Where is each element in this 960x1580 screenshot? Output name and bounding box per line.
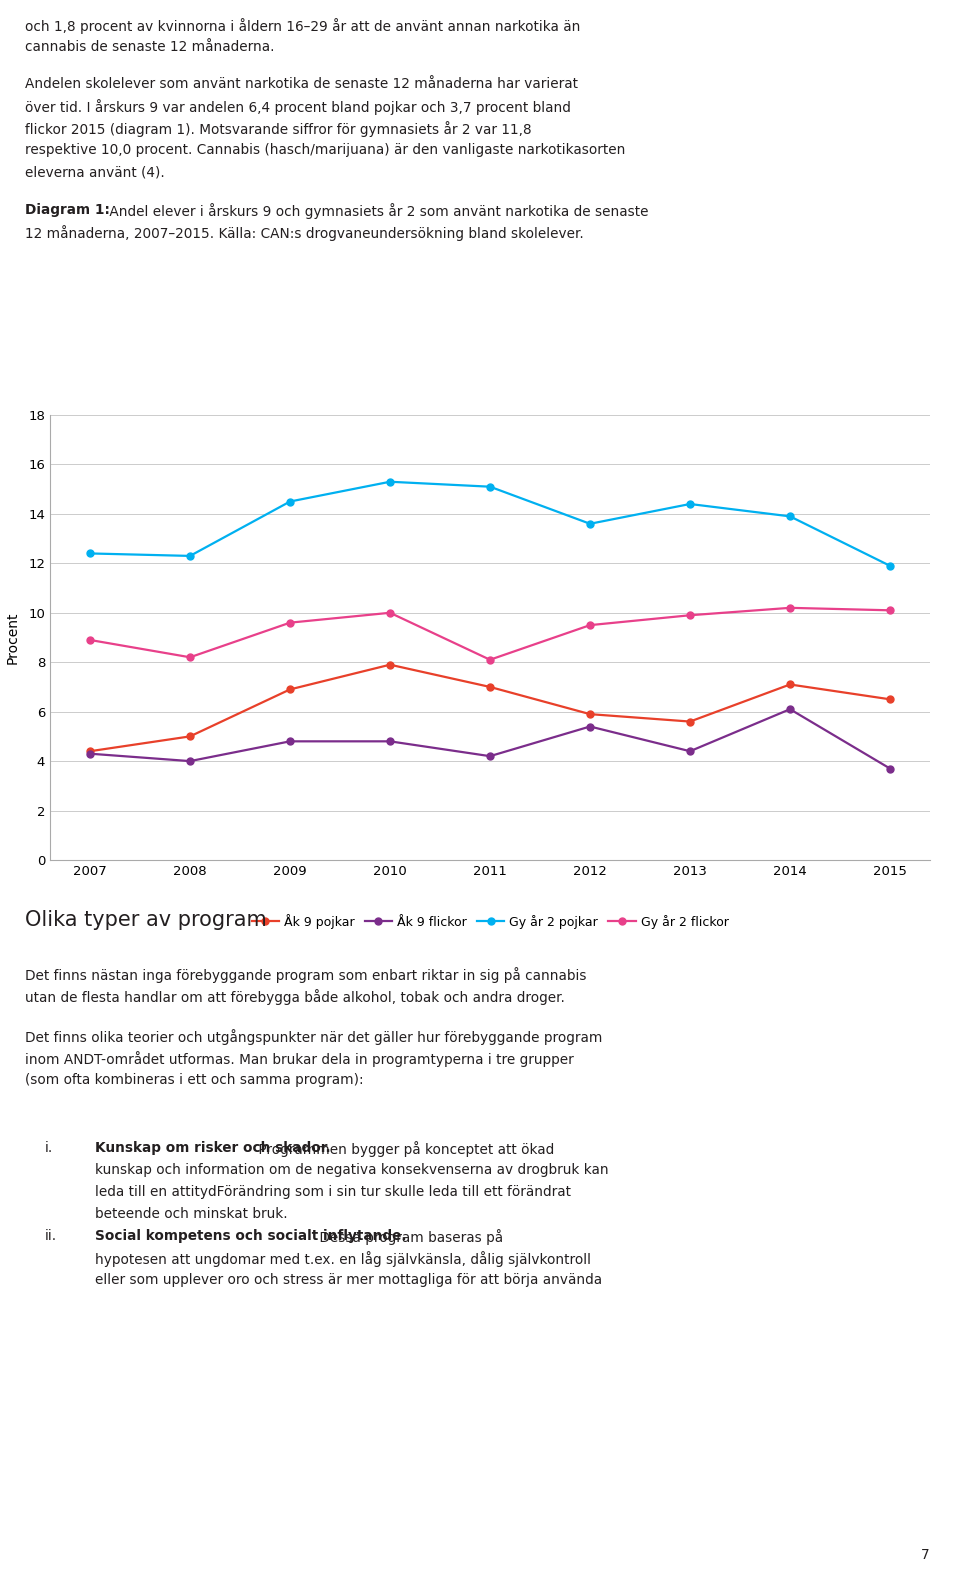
Åk 9 flickor: [784, 700, 796, 719]
Åk 9 pojkar: [684, 713, 696, 732]
Text: Andelen skolelever som använt narkotika de senaste 12 månaderna har varierat: Andelen skolelever som använt narkotika …: [25, 77, 578, 92]
Gy år 2 pojkar: [884, 556, 896, 575]
Åk 9 pojkar: [884, 690, 896, 709]
Text: i.: i.: [45, 1141, 53, 1155]
Text: hypotesen att ungdomar med t.ex. en låg självkänsla, dålig självkontroll: hypotesen att ungdomar med t.ex. en låg …: [95, 1251, 591, 1267]
Gy år 2 pojkar: [384, 472, 396, 491]
Text: 12 månaderna, 2007–2015. Källa: CAN:s drogvaneundersökning bland skolelever.: 12 månaderna, 2007–2015. Källa: CAN:s dr…: [25, 224, 584, 240]
Text: 7: 7: [922, 1548, 930, 1563]
Åk 9 flickor: [884, 758, 896, 777]
Text: inom ANDT-området utformas. Man brukar dela in programtyperna i tre grupper: inom ANDT-området utformas. Man brukar d…: [25, 1051, 574, 1066]
Text: kunskap och information om de negativa konsekvenserna av drogbruk kan: kunskap och information om de negativa k…: [95, 1163, 609, 1177]
Text: leda till en attitydFörändring som i sin tur skulle leda till ett förändrat: leda till en attitydFörändring som i sin…: [95, 1185, 571, 1199]
Text: cannabis de senaste 12 månaderna.: cannabis de senaste 12 månaderna.: [25, 40, 275, 54]
Text: (som ofta kombineras i ett och samma program):: (som ofta kombineras i ett och samma pro…: [25, 1073, 364, 1087]
Åk 9 flickor: [384, 732, 396, 750]
Åk 9 pojkar: [284, 679, 296, 698]
Gy år 2 flickor: [184, 648, 196, 667]
Line: Gy år 2 flickor: Gy år 2 flickor: [86, 605, 894, 664]
Åk 9 flickor: [585, 717, 596, 736]
Åk 9 pojkar: [484, 678, 495, 697]
Text: och 1,8 procent av kvinnorna i åldern 16–29 år att de använt annan narkotika än: och 1,8 procent av kvinnorna i åldern 16…: [25, 17, 581, 33]
Text: Det finns nästan inga förebyggande program som enbart riktar in sig på cannabis: Det finns nästan inga förebyggande progr…: [25, 967, 587, 983]
Line: Gy år 2 pojkar: Gy år 2 pojkar: [86, 479, 894, 569]
Text: respektive 10,0 procent. Cannabis (hasch/marijuana) är den vanligaste narkotikas: respektive 10,0 procent. Cannabis (hasch…: [25, 144, 625, 158]
Text: beteende och minskat bruk.: beteende och minskat bruk.: [95, 1207, 288, 1221]
Text: Social kompetens och socialt inflytande.: Social kompetens och socialt inflytande.: [95, 1229, 406, 1243]
Gy år 2 pojkar: [284, 491, 296, 510]
Text: ii.: ii.: [45, 1229, 58, 1243]
Åk 9 flickor: [184, 752, 196, 771]
Gy år 2 flickor: [684, 605, 696, 624]
Text: utan de flesta handlar om att förebygga både alkohol, tobak och andra droger.: utan de flesta handlar om att förebygga …: [25, 989, 564, 1005]
Legend: Åk 9 pojkar, Åk 9 flickor, Gy år 2 pojkar, Gy år 2 flickor: Åk 9 pojkar, Åk 9 flickor, Gy år 2 pojka…: [247, 908, 733, 934]
Åk 9 flickor: [484, 747, 495, 766]
Åk 9 pojkar: [184, 727, 196, 746]
Åk 9 flickor: [284, 732, 296, 750]
Gy år 2 pojkar: [184, 547, 196, 566]
Gy år 2 flickor: [585, 616, 596, 635]
Text: Diagram 1:: Diagram 1:: [25, 202, 109, 216]
Gy år 2 flickor: [384, 604, 396, 623]
Gy år 2 flickor: [884, 600, 896, 619]
Y-axis label: Procent: Procent: [6, 611, 20, 664]
Gy år 2 flickor: [784, 599, 796, 618]
Gy år 2 flickor: [84, 630, 96, 649]
Åk 9 pojkar: [784, 675, 796, 694]
Gy år 2 flickor: [484, 651, 495, 670]
Åk 9 pojkar: [585, 705, 596, 724]
Gy år 2 pojkar: [784, 507, 796, 526]
Gy år 2 pojkar: [585, 515, 596, 534]
Text: Kunskap om risker och skador.: Kunskap om risker och skador.: [95, 1141, 330, 1155]
Gy år 2 pojkar: [84, 544, 96, 562]
Text: Det finns olika teorier och utgångspunkter när det gäller hur förebyggande progr: Det finns olika teorier och utgångspunkt…: [25, 1029, 602, 1044]
Line: Åk 9 flickor: Åk 9 flickor: [86, 706, 894, 773]
Gy år 2 pojkar: [684, 495, 696, 514]
Text: Dessa program baseras på: Dessa program baseras på: [315, 1229, 503, 1245]
Text: Programmen bygger på konceptet att ökad: Programmen bygger på konceptet att ökad: [254, 1141, 555, 1157]
Text: eleverna använt (4).: eleverna använt (4).: [25, 166, 165, 180]
Text: eller som upplever oro och stress är mer mottagliga för att börja använda: eller som upplever oro och stress är mer…: [95, 1273, 602, 1288]
Åk 9 flickor: [684, 741, 696, 760]
Gy år 2 flickor: [284, 613, 296, 632]
Text: över tid. I årskurs 9 var andelen 6,4 procent bland pojkar och 3,7 procent bland: över tid. I årskurs 9 var andelen 6,4 pr…: [25, 100, 571, 115]
Text: flickor 2015 (diagram 1). Motsvarande siffror för gymnasiets år 2 var 11,8: flickor 2015 (diagram 1). Motsvarande si…: [25, 122, 532, 137]
Text: Andel elever i årskurs 9 och gymnasiets år 2 som använt narkotika de senaste: Andel elever i årskurs 9 och gymnasiets …: [105, 202, 649, 218]
Text: Olika typer av program: Olika typer av program: [25, 910, 267, 931]
Line: Åk 9 pojkar: Åk 9 pojkar: [86, 660, 894, 755]
Åk 9 flickor: [84, 744, 96, 763]
Åk 9 pojkar: [84, 741, 96, 760]
Gy år 2 pojkar: [484, 477, 495, 496]
Åk 9 pojkar: [384, 656, 396, 675]
